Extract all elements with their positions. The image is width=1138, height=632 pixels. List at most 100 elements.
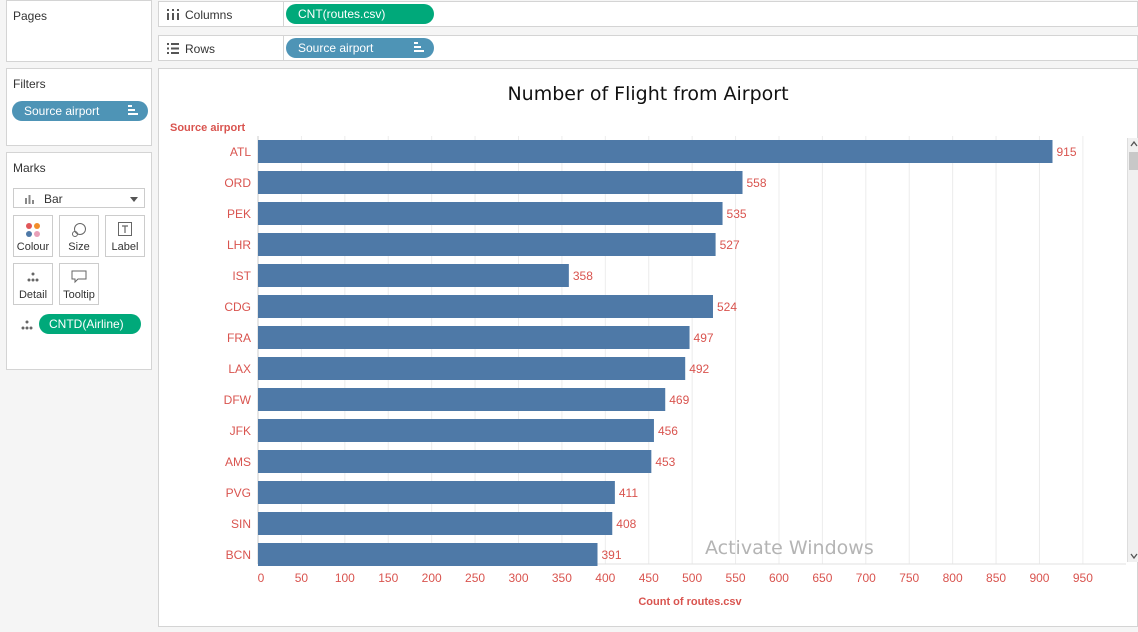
x-tick-label: 100 — [335, 571, 355, 585]
category-label: IST — [232, 269, 251, 283]
text-label-icon — [118, 222, 132, 236]
bars: 915 558 535 527 358 524 497 492 469 456 453 411 408 3… — [258, 140, 1077, 566]
sort-icon — [128, 104, 138, 116]
data-label: 453 — [655, 455, 675, 469]
x-tick-label: 50 — [295, 571, 309, 585]
chevron-up-icon[interactable] — [1130, 141, 1138, 147]
mark-type-value: Bar — [44, 192, 63, 206]
x-axis-title: Count of routes.csv — [638, 596, 742, 608]
category-label: AMS — [225, 455, 251, 469]
bar[interactable] — [258, 357, 686, 380]
marks-pill-cntd-airline[interactable]: CNTD(Airline) — [39, 314, 141, 334]
data-label: 558 — [747, 176, 767, 190]
size-button[interactable]: Size — [59, 215, 99, 257]
columns-shelf[interactable]: Columns CNT(routes.csv) — [158, 1, 1138, 27]
x-tick-label: 400 — [595, 571, 615, 585]
detail-icon — [21, 320, 33, 330]
rows-pill-source-airport[interactable]: Source airport — [286, 38, 434, 58]
x-tick-label: 600 — [769, 571, 789, 585]
x-tick-label: 300 — [508, 571, 528, 585]
bar[interactable] — [258, 512, 613, 535]
x-tick-labels: 0 50 100 150 200 250 300 350 400 450 500 550 600 650 7… — [258, 571, 1094, 585]
category-label: DFW — [224, 393, 252, 407]
chart-title: Number of Flight from Airport — [507, 83, 789, 105]
bar-chart-icon — [25, 195, 34, 204]
x-tick-label: 750 — [899, 571, 919, 585]
data-label: 358 — [573, 269, 593, 283]
x-tick-label: 500 — [682, 571, 702, 585]
marks-title: Marks — [13, 161, 46, 175]
bar[interactable] — [258, 295, 713, 318]
bar[interactable] — [258, 419, 654, 442]
bar[interactable] — [258, 171, 743, 194]
x-tick-label: 900 — [1029, 571, 1049, 585]
detail-button[interactable]: Detail — [13, 263, 53, 305]
scrollbar-thumb[interactable] — [1129, 152, 1138, 170]
size-label: Size — [68, 241, 90, 253]
data-label: 408 — [616, 517, 636, 531]
x-tick-label: 150 — [378, 571, 398, 585]
tooltip-label: Tooltip — [63, 289, 95, 301]
data-label: 456 — [658, 424, 678, 438]
bar[interactable] — [258, 543, 598, 566]
bar[interactable] — [258, 233, 716, 256]
marks-pill-label: CNTD(Airline) — [49, 317, 124, 331]
category-label: BCN — [226, 548, 251, 562]
data-label: 527 — [720, 238, 740, 252]
rows-icon — [167, 43, 179, 54]
x-tick-label: 250 — [465, 571, 485, 585]
data-label: 915 — [1056, 145, 1076, 159]
chevron-down-icon[interactable] — [1130, 553, 1138, 559]
detail-icon — [27, 272, 39, 282]
mark-type-select[interactable]: Bar — [13, 188, 145, 208]
bar[interactable] — [258, 388, 666, 411]
marks-panel[interactable]: Marks Bar Colour Size Label Detail Toolt… — [6, 152, 152, 370]
rows-shelf[interactable]: Rows Source airport — [158, 35, 1138, 61]
x-tick-label: 650 — [812, 571, 832, 585]
tooltip-button[interactable]: Tooltip — [59, 263, 99, 305]
rows-label: Rows — [185, 42, 216, 56]
data-label: 391 — [602, 548, 622, 562]
data-label: 492 — [689, 362, 709, 376]
data-label: 469 — [669, 393, 689, 407]
bar[interactable] — [258, 140, 1053, 163]
columns-icon — [167, 9, 179, 20]
colour-button[interactable]: Colour — [13, 215, 53, 257]
category-label: SIN — [231, 517, 251, 531]
filter-pill-source-airport[interactable]: Source airport — [12, 101, 148, 121]
bar[interactable] — [258, 481, 615, 504]
x-tick-label: 850 — [986, 571, 1006, 585]
filters-panel[interactable]: Filters Source airport — [6, 68, 152, 146]
x-tick-label: 0 — [258, 571, 265, 585]
category-label: LHR — [227, 238, 251, 252]
sort-icon — [414, 41, 424, 53]
columns-label: Columns — [185, 8, 233, 22]
category-label: ORD — [224, 176, 251, 190]
shelf-divider — [283, 2, 284, 26]
category-label: FRA — [227, 331, 251, 345]
size-icon — [72, 223, 86, 237]
category-label: JFK — [230, 424, 251, 438]
bar[interactable] — [258, 202, 723, 225]
x-tick-label: 450 — [639, 571, 659, 585]
columns-pill-cnt-routes[interactable]: CNT(routes.csv) — [286, 4, 434, 24]
category-label: LAX — [228, 362, 251, 376]
x-tick-label: 350 — [552, 571, 572, 585]
columns-pill-label: CNT(routes.csv) — [298, 7, 386, 21]
label-button[interactable]: Label — [105, 215, 145, 257]
bar[interactable] — [258, 326, 690, 349]
data-label: 497 — [694, 331, 714, 345]
category-label: PVG — [226, 486, 251, 500]
detail-label: Detail — [18, 289, 48, 301]
category-label: CDG — [224, 300, 251, 314]
bar[interactable] — [258, 264, 569, 287]
data-label: 411 — [619, 486, 638, 500]
vertical-scrollbar[interactable] — [1127, 138, 1138, 562]
rows-pill-label: Source airport — [298, 41, 374, 55]
pages-panel[interactable]: Pages — [6, 0, 152, 62]
pages-title: Pages — [13, 9, 48, 23]
tooltip-icon — [71, 270, 87, 284]
bar[interactable] — [258, 450, 652, 473]
label-label: Label — [111, 241, 139, 253]
